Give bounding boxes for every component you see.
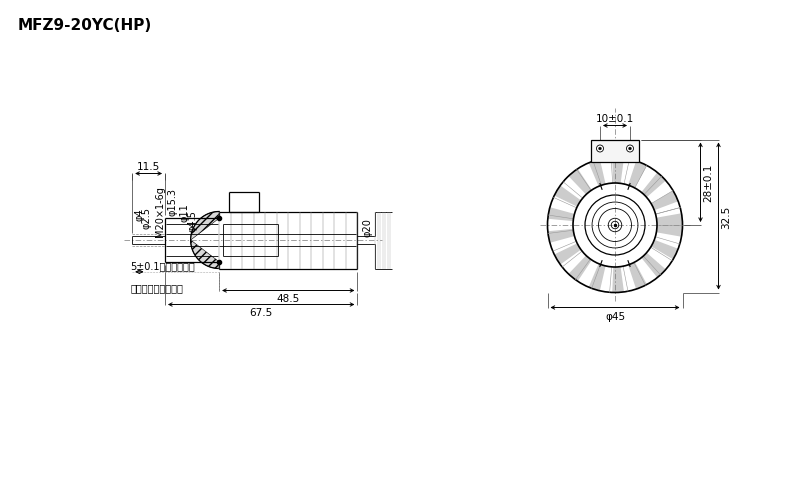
Text: 11.5: 11.5: [137, 161, 160, 171]
Polygon shape: [612, 267, 624, 293]
Polygon shape: [554, 244, 581, 265]
Polygon shape: [589, 264, 606, 291]
Polygon shape: [554, 186, 581, 207]
Text: φ4: φ4: [134, 208, 144, 221]
Text: φ2.5: φ2.5: [142, 207, 151, 229]
Text: 32.5: 32.5: [722, 205, 731, 228]
Polygon shape: [569, 256, 592, 282]
Polygon shape: [651, 240, 678, 260]
Text: 48.5: 48.5: [277, 294, 300, 304]
Polygon shape: [612, 158, 624, 184]
Polygon shape: [651, 191, 678, 211]
Text: φ45: φ45: [605, 311, 625, 321]
Text: 5±0.1（吸合位置）: 5±0.1（吸合位置）: [130, 260, 195, 270]
Text: MFZ9-20YC(HP): MFZ9-20YC(HP): [18, 18, 152, 33]
Text: φ20: φ20: [362, 217, 372, 237]
Text: 28±0.1: 28±0.1: [703, 164, 714, 202]
Polygon shape: [548, 229, 574, 243]
Text: 得电时推杆伸出长度: 得电时推杆伸出长度: [130, 282, 183, 292]
Polygon shape: [628, 263, 647, 289]
Text: 67.5: 67.5: [250, 308, 273, 318]
Polygon shape: [642, 173, 666, 198]
Text: φ15.3: φ15.3: [168, 188, 178, 216]
Circle shape: [598, 148, 602, 151]
Polygon shape: [548, 208, 574, 222]
Circle shape: [629, 148, 631, 151]
Text: M20×1-6g: M20×1-6g: [155, 186, 165, 237]
Polygon shape: [589, 160, 606, 187]
Polygon shape: [656, 214, 682, 226]
Polygon shape: [642, 253, 666, 278]
Circle shape: [626, 146, 634, 153]
Circle shape: [597, 146, 603, 153]
Polygon shape: [190, 212, 219, 240]
Polygon shape: [656, 226, 682, 237]
Text: φ4.5: φ4.5: [187, 209, 197, 231]
Text: φ11: φ11: [179, 203, 189, 222]
Polygon shape: [569, 169, 592, 195]
Polygon shape: [628, 162, 647, 189]
Bar: [591, 140, 639, 162]
Polygon shape: [190, 240, 219, 269]
Text: 10±0.1: 10±0.1: [596, 113, 634, 123]
